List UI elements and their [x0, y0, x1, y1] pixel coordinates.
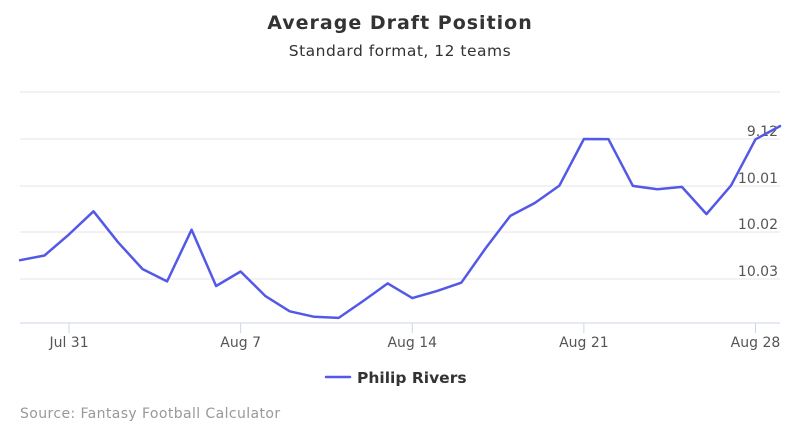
x-ticks: Jul 31 Aug 7 Aug 14 Aug 21 Aug 28	[48, 323, 780, 351]
y-tick-label: 10.03	[738, 264, 778, 280]
x-tick-label: Aug 7	[220, 335, 261, 351]
series-layer	[18, 124, 782, 320]
x-tick-label: Aug 21	[559, 335, 609, 351]
y-tick-label: 9.12	[747, 124, 778, 140]
legend[interactable]: Philip Rivers	[324, 369, 467, 387]
y-tick-labels: 9.12 10.01 10.02 10.03	[738, 124, 778, 280]
chart-credit[interactable]: Source: Fantasy Football Calculator	[20, 406, 281, 422]
x-tick-label: Aug 28	[731, 335, 781, 351]
series-line-philip-rivers[interactable]	[18, 124, 782, 320]
legend-item-philip-rivers[interactable]: Philip Rivers	[357, 369, 467, 387]
chart-title: Average Draft Position	[267, 12, 533, 34]
y-tick-label: 10.02	[738, 217, 778, 233]
x-tick-label: Aug 14	[387, 335, 437, 351]
y-gridlines	[20, 91, 780, 280]
y-tick-label: 10.01	[738, 171, 778, 187]
chart-subtitle: Standard format, 12 teams	[289, 42, 511, 60]
x-tick-label: Jul 31	[48, 335, 88, 351]
